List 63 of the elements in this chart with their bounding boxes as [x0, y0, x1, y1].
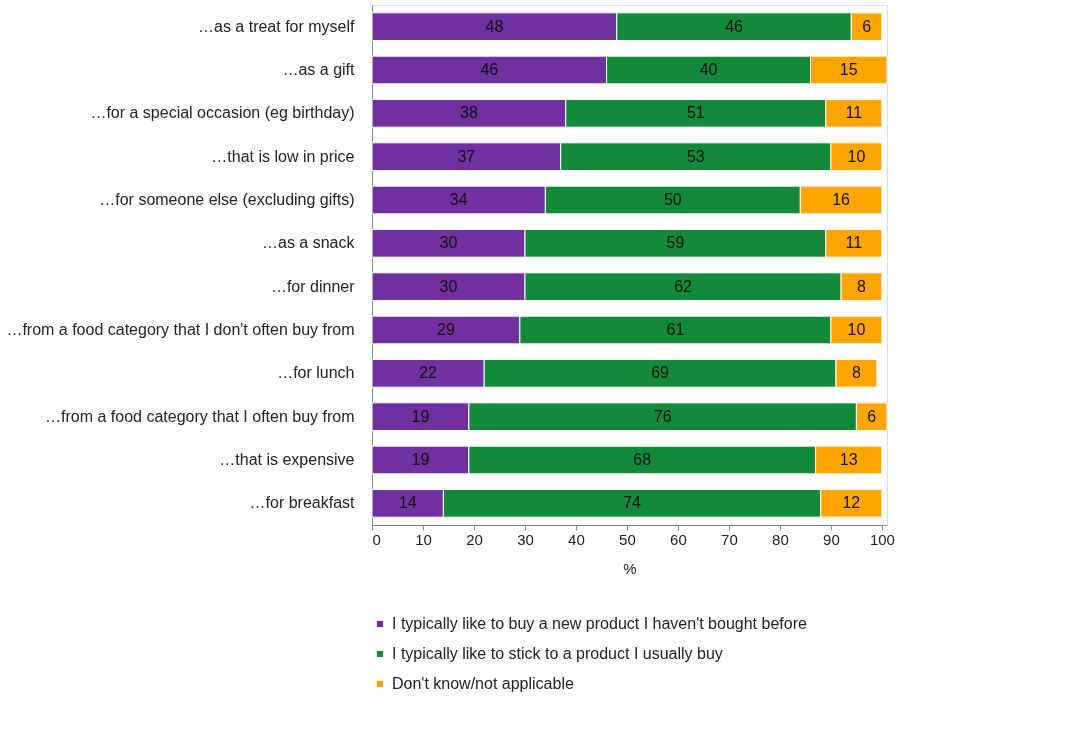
data-label: 62	[674, 277, 693, 295]
legend-label: I typically like to stick to a product I usually buy	[392, 645, 723, 662]
y-tick-label: …from a food category that I often buy from	[45, 407, 355, 425]
data-label: 37	[457, 147, 476, 165]
data-label: 34	[449, 191, 468, 208]
data-label: 8	[851, 364, 861, 382]
data-label: 68	[633, 451, 652, 468]
data-label: 6	[867, 407, 877, 425]
x-tick-label: 40	[568, 530, 585, 548]
data-label: 11	[845, 234, 863, 252]
data-label: 22	[419, 364, 438, 382]
data-label: 8	[857, 277, 867, 295]
data-label: 40	[699, 61, 718, 78]
x-tick-label: 90	[823, 530, 840, 548]
data-label: 13	[839, 451, 858, 468]
y-tick-label: …that is expensive	[219, 451, 355, 468]
data-label: 30	[439, 234, 458, 252]
data-label: 48	[485, 17, 504, 35]
y-tick-label: …for dinner	[270, 277, 356, 295]
x-tick-label: 70	[721, 530, 738, 548]
data-label: 53	[686, 147, 705, 165]
y-tick-label: …as a snack	[262, 234, 356, 252]
x-tick-label: 30	[517, 530, 534, 548]
y-tick-label: …as a gift	[282, 61, 356, 78]
data-label: 30	[439, 277, 458, 295]
data-label: 11	[845, 104, 863, 122]
data-label: 10	[847, 147, 866, 165]
x-tick-label: 10	[415, 530, 432, 548]
legend-label: I typically like to buy a new product I haven't bought before	[392, 615, 807, 632]
data-label: 16	[832, 191, 851, 208]
x-tick-label: 60	[670, 530, 687, 548]
y-tick-label: …for a special occasion (eg birthday)	[90, 104, 355, 122]
data-label: 10	[847, 321, 866, 338]
y-tick-label: …for breakfast	[249, 494, 356, 512]
legend-label: Don't know/not applicable	[392, 675, 574, 692]
data-label: 14	[398, 494, 417, 512]
data-label: 38	[459, 104, 478, 122]
data-label: 15	[839, 61, 858, 78]
data-label: 19	[411, 407, 430, 425]
data-label: 59	[666, 234, 685, 252]
y-tick-label: …for someone else (excluding gifts)	[99, 191, 355, 208]
data-label: 74	[623, 494, 642, 512]
data-label: 19	[411, 451, 430, 468]
x-tick-label: 80	[772, 530, 789, 548]
x-tick-label: 0	[372, 530, 381, 548]
data-label: 46	[725, 17, 744, 35]
y-tick-label: …from a food category that I don't often buy from	[6, 321, 355, 338]
data-label: 6	[862, 17, 872, 35]
data-label: 12	[842, 494, 861, 512]
data-label: 69	[651, 364, 670, 382]
x-tick-label: 100	[869, 530, 895, 548]
data-label: 46	[480, 61, 499, 78]
y-tick-label: …for lunch	[277, 364, 355, 382]
data-label: 50	[663, 191, 682, 208]
data-label: 61	[666, 321, 685, 338]
y-tick-label: …that is low in price	[211, 147, 355, 165]
data-label: 29	[437, 321, 455, 338]
x-tick-label: 20	[466, 530, 483, 548]
data-label: 51	[686, 104, 705, 122]
data-label: 76	[653, 407, 672, 425]
x-tick-label: 50	[619, 530, 636, 548]
y-tick-label: …as a treat for myself	[198, 17, 356, 35]
x-axis-title: %	[623, 559, 637, 577]
